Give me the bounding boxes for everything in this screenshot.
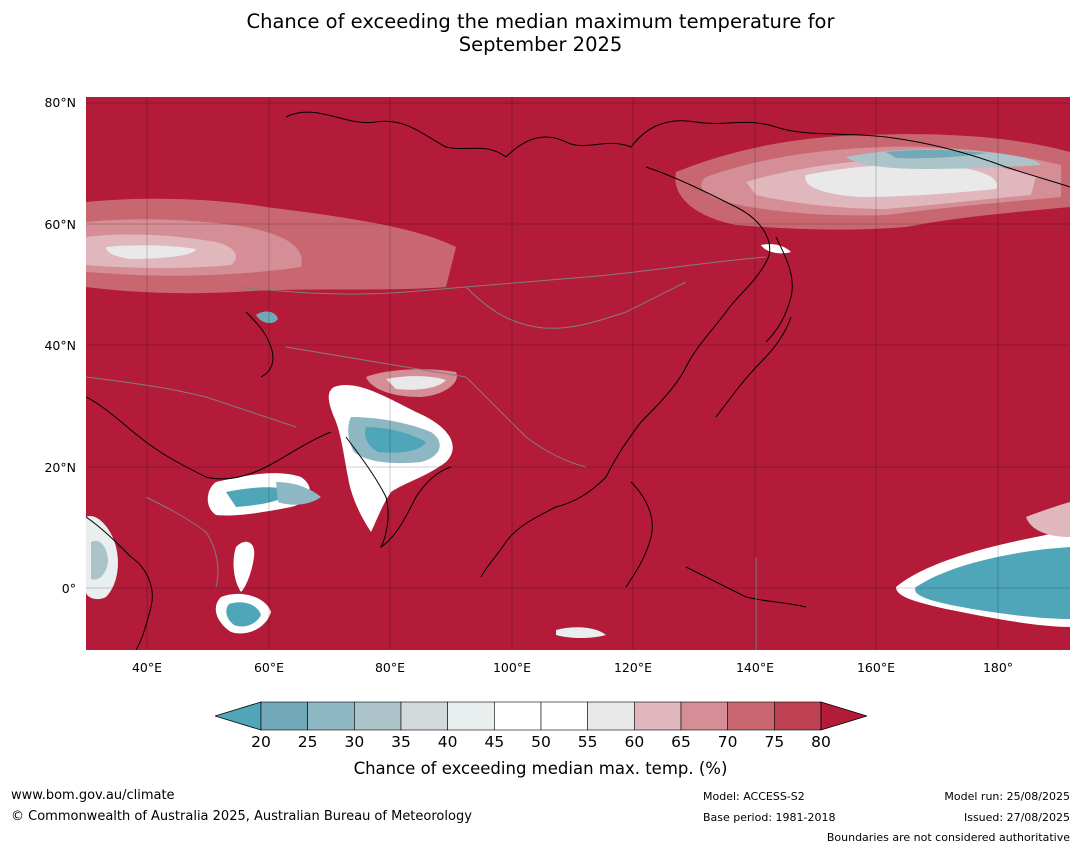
- boundaries: [86, 256, 767, 650]
- lon-label-180: 180°: [982, 660, 1014, 675]
- lon-label-80e: 80°E: [374, 660, 406, 675]
- lat-label-60n: 60°N: [44, 217, 76, 232]
- colorbar-extend-low: [213, 701, 262, 731]
- footer-url[interactable]: www.bom.gov.au/climate: [11, 788, 175, 803]
- tibet-white-zone: [386, 376, 446, 390]
- colorbar-tick-label: 45: [484, 733, 505, 751]
- colorbar-tick-label: 80: [811, 733, 831, 751]
- colorbar-segment: [447, 701, 495, 731]
- graticule: [86, 97, 1070, 650]
- colorbar-tick-label: 75: [764, 733, 785, 751]
- arabian-sea-cool-zone: [207, 473, 321, 634]
- europe-pale-zone: [86, 198, 456, 294]
- lon-label-140e: 140°E: [735, 660, 774, 675]
- lat-label-80n: 80°N: [44, 95, 76, 110]
- colorbar-svg: [213, 701, 869, 731]
- colorbar-tick-label: 50: [531, 733, 551, 751]
- colorbar-segment: [400, 701, 448, 731]
- lat-label-0: 0°: [61, 581, 76, 596]
- colorbar-segment: [354, 701, 402, 731]
- colorbar-segment: [494, 701, 542, 731]
- colorbar-title: Chance of exceeding median max. temp. (%…: [353, 759, 728, 778]
- caspian-patch: [256, 311, 278, 324]
- india-cool-zone: [328, 385, 453, 532]
- footer-copyright: © Commonwealth of Australia 2025, Austra…: [11, 809, 472, 824]
- footer-base-period: Base period: 1981-2018: [703, 811, 836, 824]
- colorbar-tick-label: 25: [297, 733, 318, 751]
- lon-label-100e: 100°E: [492, 660, 531, 675]
- colorbar-segment: [307, 701, 355, 731]
- footer-model-run: Model run: 25/08/2025: [944, 790, 1070, 803]
- colorbar-tick-label: 35: [391, 733, 411, 751]
- footer-disclaimer: Boundaries are not considered authoritat…: [826, 831, 1070, 844]
- map-svg: [86, 97, 1070, 650]
- colorbar-segment: [727, 701, 775, 731]
- map-title: Chance of exceeding the median maximum t…: [0, 10, 1081, 56]
- colorbar: [213, 700, 869, 732]
- lat-label-40n: 40°N: [44, 338, 76, 353]
- indonesia-patch: [556, 627, 606, 638]
- colorbar-extend-high: [820, 701, 869, 731]
- colorbar-segment: [634, 701, 682, 731]
- footer-model: Model: ACCESS-S2: [703, 790, 805, 803]
- colorbar-tick-label: 70: [717, 733, 738, 751]
- colorbar-tick-label: 55: [577, 733, 598, 751]
- probability-map: [86, 97, 1070, 650]
- colorbar-tick-label: 20: [251, 733, 271, 751]
- colorbar-segment: [540, 701, 588, 731]
- colorbar-segment: [587, 701, 635, 731]
- footer-issued: Issued: 27/08/2025: [963, 811, 1070, 824]
- colorbar-segment: [774, 701, 822, 731]
- lon-label-40e: 40°E: [131, 660, 163, 675]
- lon-label-120e: 120°E: [613, 660, 652, 675]
- colorbar-tick-label: 40: [437, 733, 458, 751]
- okhotsk-patch: [761, 244, 791, 254]
- colorbar-segment: [260, 701, 308, 731]
- pacific-cool-zone: [896, 502, 1070, 627]
- east-africa-cool-core: [91, 540, 108, 580]
- arctic-pale-zone: [675, 134, 1070, 230]
- colorbar-tick-label: 60: [624, 733, 645, 751]
- title-line: Chance of exceeding the median maximum t…: [246, 10, 835, 33]
- colorbar-segment: [680, 701, 728, 731]
- colorbar-tick-label: 30: [344, 733, 365, 751]
- lat-label-20n: 20°N: [44, 460, 76, 475]
- coastlines: [86, 111, 1070, 650]
- lon-label-60e: 60°E: [253, 660, 285, 675]
- colorbar-tick-label: 65: [671, 733, 691, 751]
- subtitle-line: September 2025: [458, 33, 623, 56]
- lon-label-160e: 160°E: [856, 660, 895, 675]
